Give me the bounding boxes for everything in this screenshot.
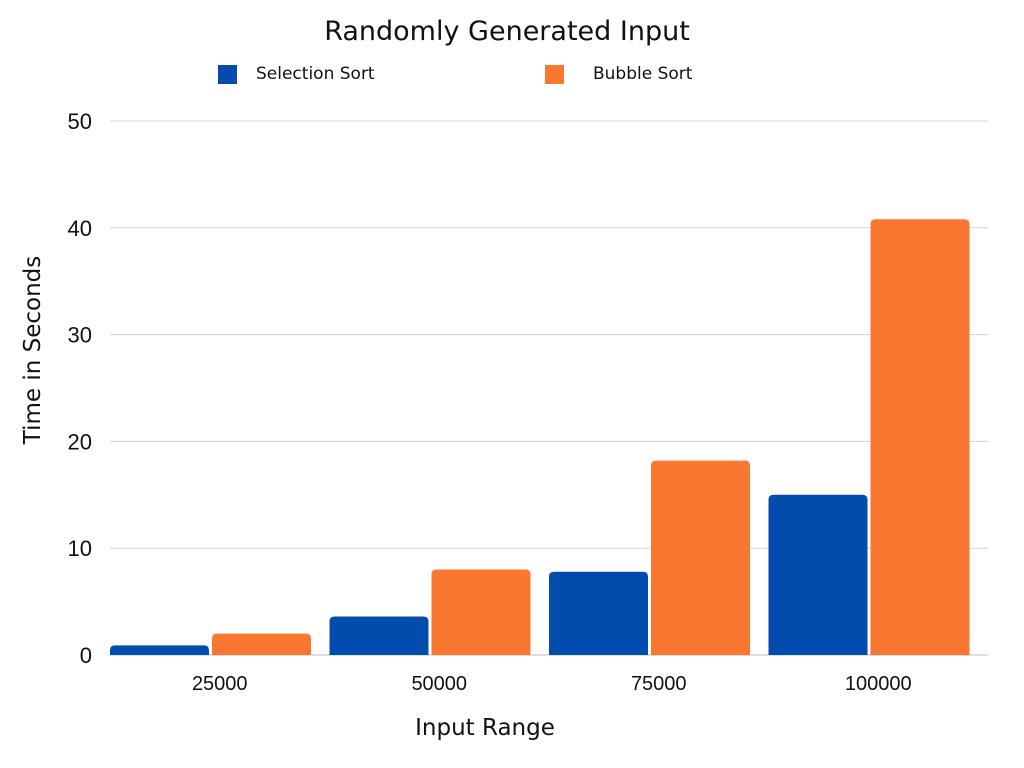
- legend-item-selection-sort: Selection Sort: [218, 64, 375, 84]
- x-tick-label: 50000: [411, 673, 467, 695]
- legend: Selection Sort Bubble Sort: [0, 64, 1024, 90]
- bar-selection-sort-50000: [329, 616, 429, 655]
- x-tick-label: 75000: [631, 673, 687, 695]
- bar-selection-sort-100000: [768, 494, 868, 655]
- bar-bubble-sort-25000: [212, 633, 311, 655]
- legend-swatch-bubble-sort: [545, 64, 564, 84]
- y-tick-label: 50: [68, 109, 92, 134]
- bars: [110, 219, 970, 656]
- y-tick-label: 30: [68, 323, 92, 348]
- x-axis-ticks: 25000 50000 75000 100000: [192, 673, 912, 695]
- y-tick-label: 0: [80, 643, 92, 668]
- legend-label-selection-sort: Selection Sort: [256, 64, 375, 84]
- y-tick-label: 20: [68, 429, 92, 454]
- y-axis-ticks: 0 10 20 30 40 50: [68, 109, 92, 668]
- bar-selection-sort-75000: [549, 571, 648, 655]
- legend-label-bubble-sort: Bubble Sort: [593, 64, 693, 84]
- y-tick-label: 10: [68, 536, 92, 561]
- x-tick-label: 25000: [192, 673, 248, 695]
- bar-bubble-sort-75000: [651, 460, 750, 655]
- x-tick-label: 100000: [845, 673, 912, 695]
- legend-swatch-selection-sort: [218, 64, 237, 84]
- y-axis-label: Time in Seconds: [20, 256, 46, 446]
- legend-item-bubble-sort: Bubble Sort: [545, 64, 692, 84]
- bar-selection-sort-25000: [110, 645, 209, 655]
- chart-title: Randomly Generated Input: [324, 16, 690, 47]
- y-tick-label: 40: [68, 216, 92, 241]
- x-axis-label: Input Range: [415, 715, 555, 741]
- bar-bubble-sort-50000: [431, 569, 531, 655]
- bar-bubble-sort-100000: [870, 219, 970, 656]
